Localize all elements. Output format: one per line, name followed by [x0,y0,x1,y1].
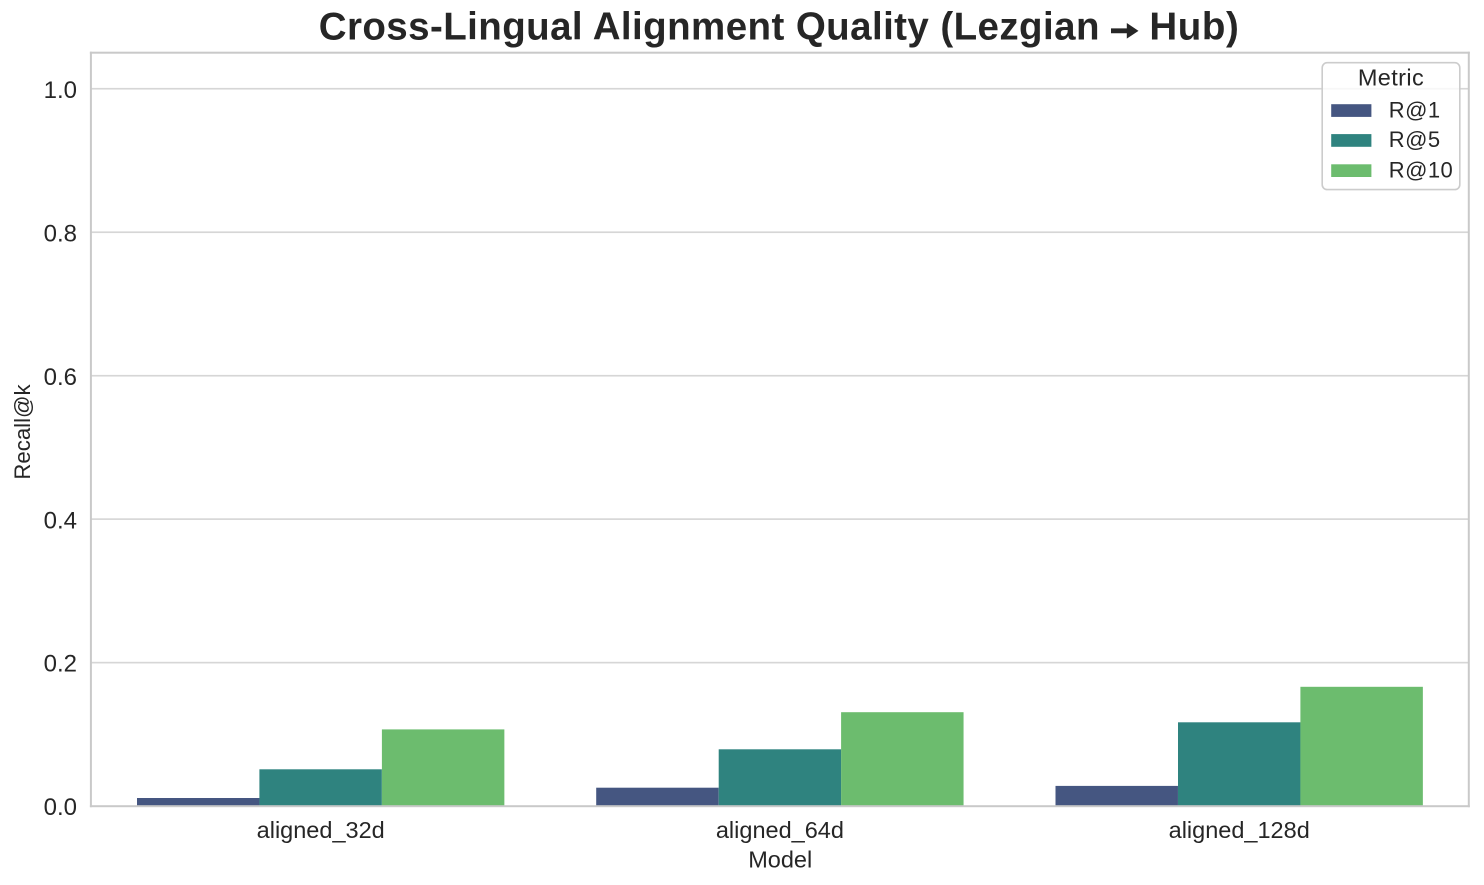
svg-text:Hub): Hub) [1149,6,1239,49]
svg-text:0.8: 0.8 [44,220,77,247]
svg-text:Metric: Metric [1358,64,1424,90]
svg-text:1.0: 1.0 [44,77,77,104]
svg-text:0.4: 0.4 [44,507,77,534]
svg-text:aligned_128d: aligned_128d [1169,817,1310,843]
svg-text:Model: Model [748,846,812,872]
svg-text:0.6: 0.6 [44,364,77,391]
svg-text:R@5: R@5 [1389,127,1441,152]
svg-text:aligned_64d: aligned_64d [716,817,844,843]
svg-text:Cross-Lingual Alignment Qualit: Cross-Lingual Alignment Quality (Lezgian [319,6,1100,49]
svg-text:Recall@k: Recall@k [10,383,35,479]
svg-text:0.0: 0.0 [44,794,77,821]
svg-text:R@1: R@1 [1389,97,1441,122]
svg-text:0.2: 0.2 [44,651,77,678]
svg-text:R@10: R@10 [1389,157,1453,182]
svg-text:aligned_32d: aligned_32d [257,817,385,843]
